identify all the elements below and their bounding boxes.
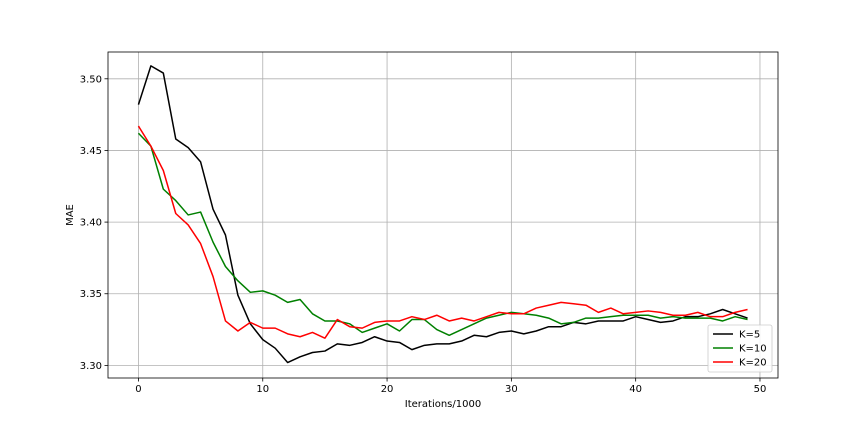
x-tick-label: 40 — [629, 384, 642, 395]
plot-frame — [107, 51, 779, 379]
y-tick-label: 3.45 — [80, 146, 102, 157]
legend-label: K=10 — [739, 344, 767, 355]
x-tick-label: 50 — [754, 384, 767, 395]
axis-ticks: 0 10 20 30 40 50 3.30 3.35 3.40 3.45 3.50 — [80, 74, 767, 395]
x-tick-label: 20 — [381, 384, 394, 395]
x-tick-label: 30 — [505, 384, 518, 395]
y-axis-label: MAE — [65, 204, 76, 226]
y-tick-label: 3.40 — [80, 218, 102, 229]
series-line-k-5 — [137, 65, 748, 364]
x-tick-label: 10 — [256, 384, 269, 395]
series-line-k-10 — [137, 132, 748, 337]
series-line-k-20 — [137, 125, 748, 339]
y-tick-label: 3.30 — [80, 361, 102, 372]
legend-label: K=5 — [739, 330, 760, 341]
series-lines — [137, 65, 748, 364]
legend: K=5 K=10 K=20 — [707, 324, 773, 373]
y-tick-label: 3.35 — [80, 289, 102, 300]
legend-box — [707, 324, 773, 373]
legend-label: K=20 — [739, 358, 767, 369]
x-tick-label: 0 — [135, 384, 141, 395]
y-tick-label: 3.50 — [80, 74, 102, 85]
x-axis-label: Iterations/1000 — [405, 399, 481, 410]
